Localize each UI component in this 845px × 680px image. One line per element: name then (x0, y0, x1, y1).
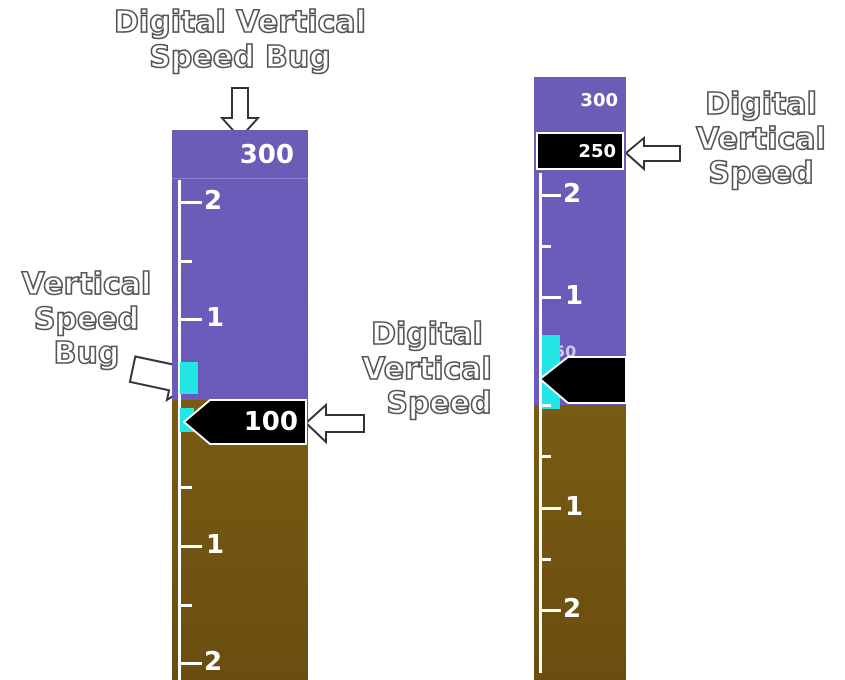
digital-vs-bug-callout: Digital Vertical Speed Bug (95, 5, 385, 75)
tick-minor (178, 260, 192, 263)
callout-line: Bug (53, 336, 120, 372)
tick-label: 1 (565, 492, 584, 522)
callout-line: Vertical (21, 267, 152, 303)
tick-label: 2 (563, 594, 582, 624)
right-vsi-tape: 300 250 2 1 50 1 2 (534, 77, 626, 680)
readout-value: 250 (578, 141, 616, 162)
tick-label: 1 (206, 530, 225, 560)
tick-minor (539, 455, 551, 458)
digital-vs-left-callout: Digital Vertical Speed (352, 317, 502, 422)
tick-label: 1 (206, 303, 225, 333)
readout-value: 100 (243, 407, 298, 437)
callout-line: Speed (386, 386, 493, 422)
ground-band (172, 400, 308, 680)
tick-major (178, 662, 202, 665)
callout-line: Vertical (695, 121, 826, 157)
tick-label: 2 (204, 647, 223, 677)
tick-label: 2 (563, 179, 582, 209)
callout-line: Digital (370, 317, 483, 353)
callout-line: Speed Bug (148, 39, 331, 75)
tick-major (539, 609, 561, 612)
bug-header-box (172, 130, 308, 179)
ground-band (534, 405, 626, 680)
bug-value: 300 (239, 140, 294, 170)
tick-minor (178, 486, 192, 489)
readout-box (536, 132, 624, 170)
tick-major (539, 194, 561, 197)
digital-vs-right-callout: Digital Vertical Speed (676, 87, 845, 192)
tick-label: 1 (565, 281, 584, 311)
callout-line: Vertical (361, 351, 492, 387)
tick-major (178, 545, 202, 548)
readout-pointer (538, 356, 626, 404)
vs-bug-callout: Vertical Speed Bug (4, 267, 169, 372)
tick-major (539, 507, 561, 510)
tick-minor (539, 558, 551, 561)
bug-value: 300 (580, 90, 618, 111)
tick-minor (539, 404, 551, 407)
callout-line: Speed (708, 156, 815, 192)
bug-header-box (534, 77, 626, 123)
left-arrow-icon (624, 135, 681, 172)
tick-label: 2 (204, 186, 223, 216)
callout-line: Digital (704, 87, 817, 123)
tick-minor (539, 245, 551, 248)
callout-line: Speed (33, 301, 140, 337)
scale-line (178, 180, 181, 680)
readout-pointer (182, 399, 307, 445)
tick-major (178, 318, 202, 321)
left-vsi-tape: 300 2 1 1 2 100 (172, 130, 308, 680)
tick-major (178, 201, 202, 204)
scale-line (539, 173, 542, 673)
tick-major (539, 296, 561, 299)
vertical-speed-bug (180, 362, 198, 394)
callout-line: Digital Vertical (113, 5, 367, 41)
tick-minor (178, 604, 192, 607)
